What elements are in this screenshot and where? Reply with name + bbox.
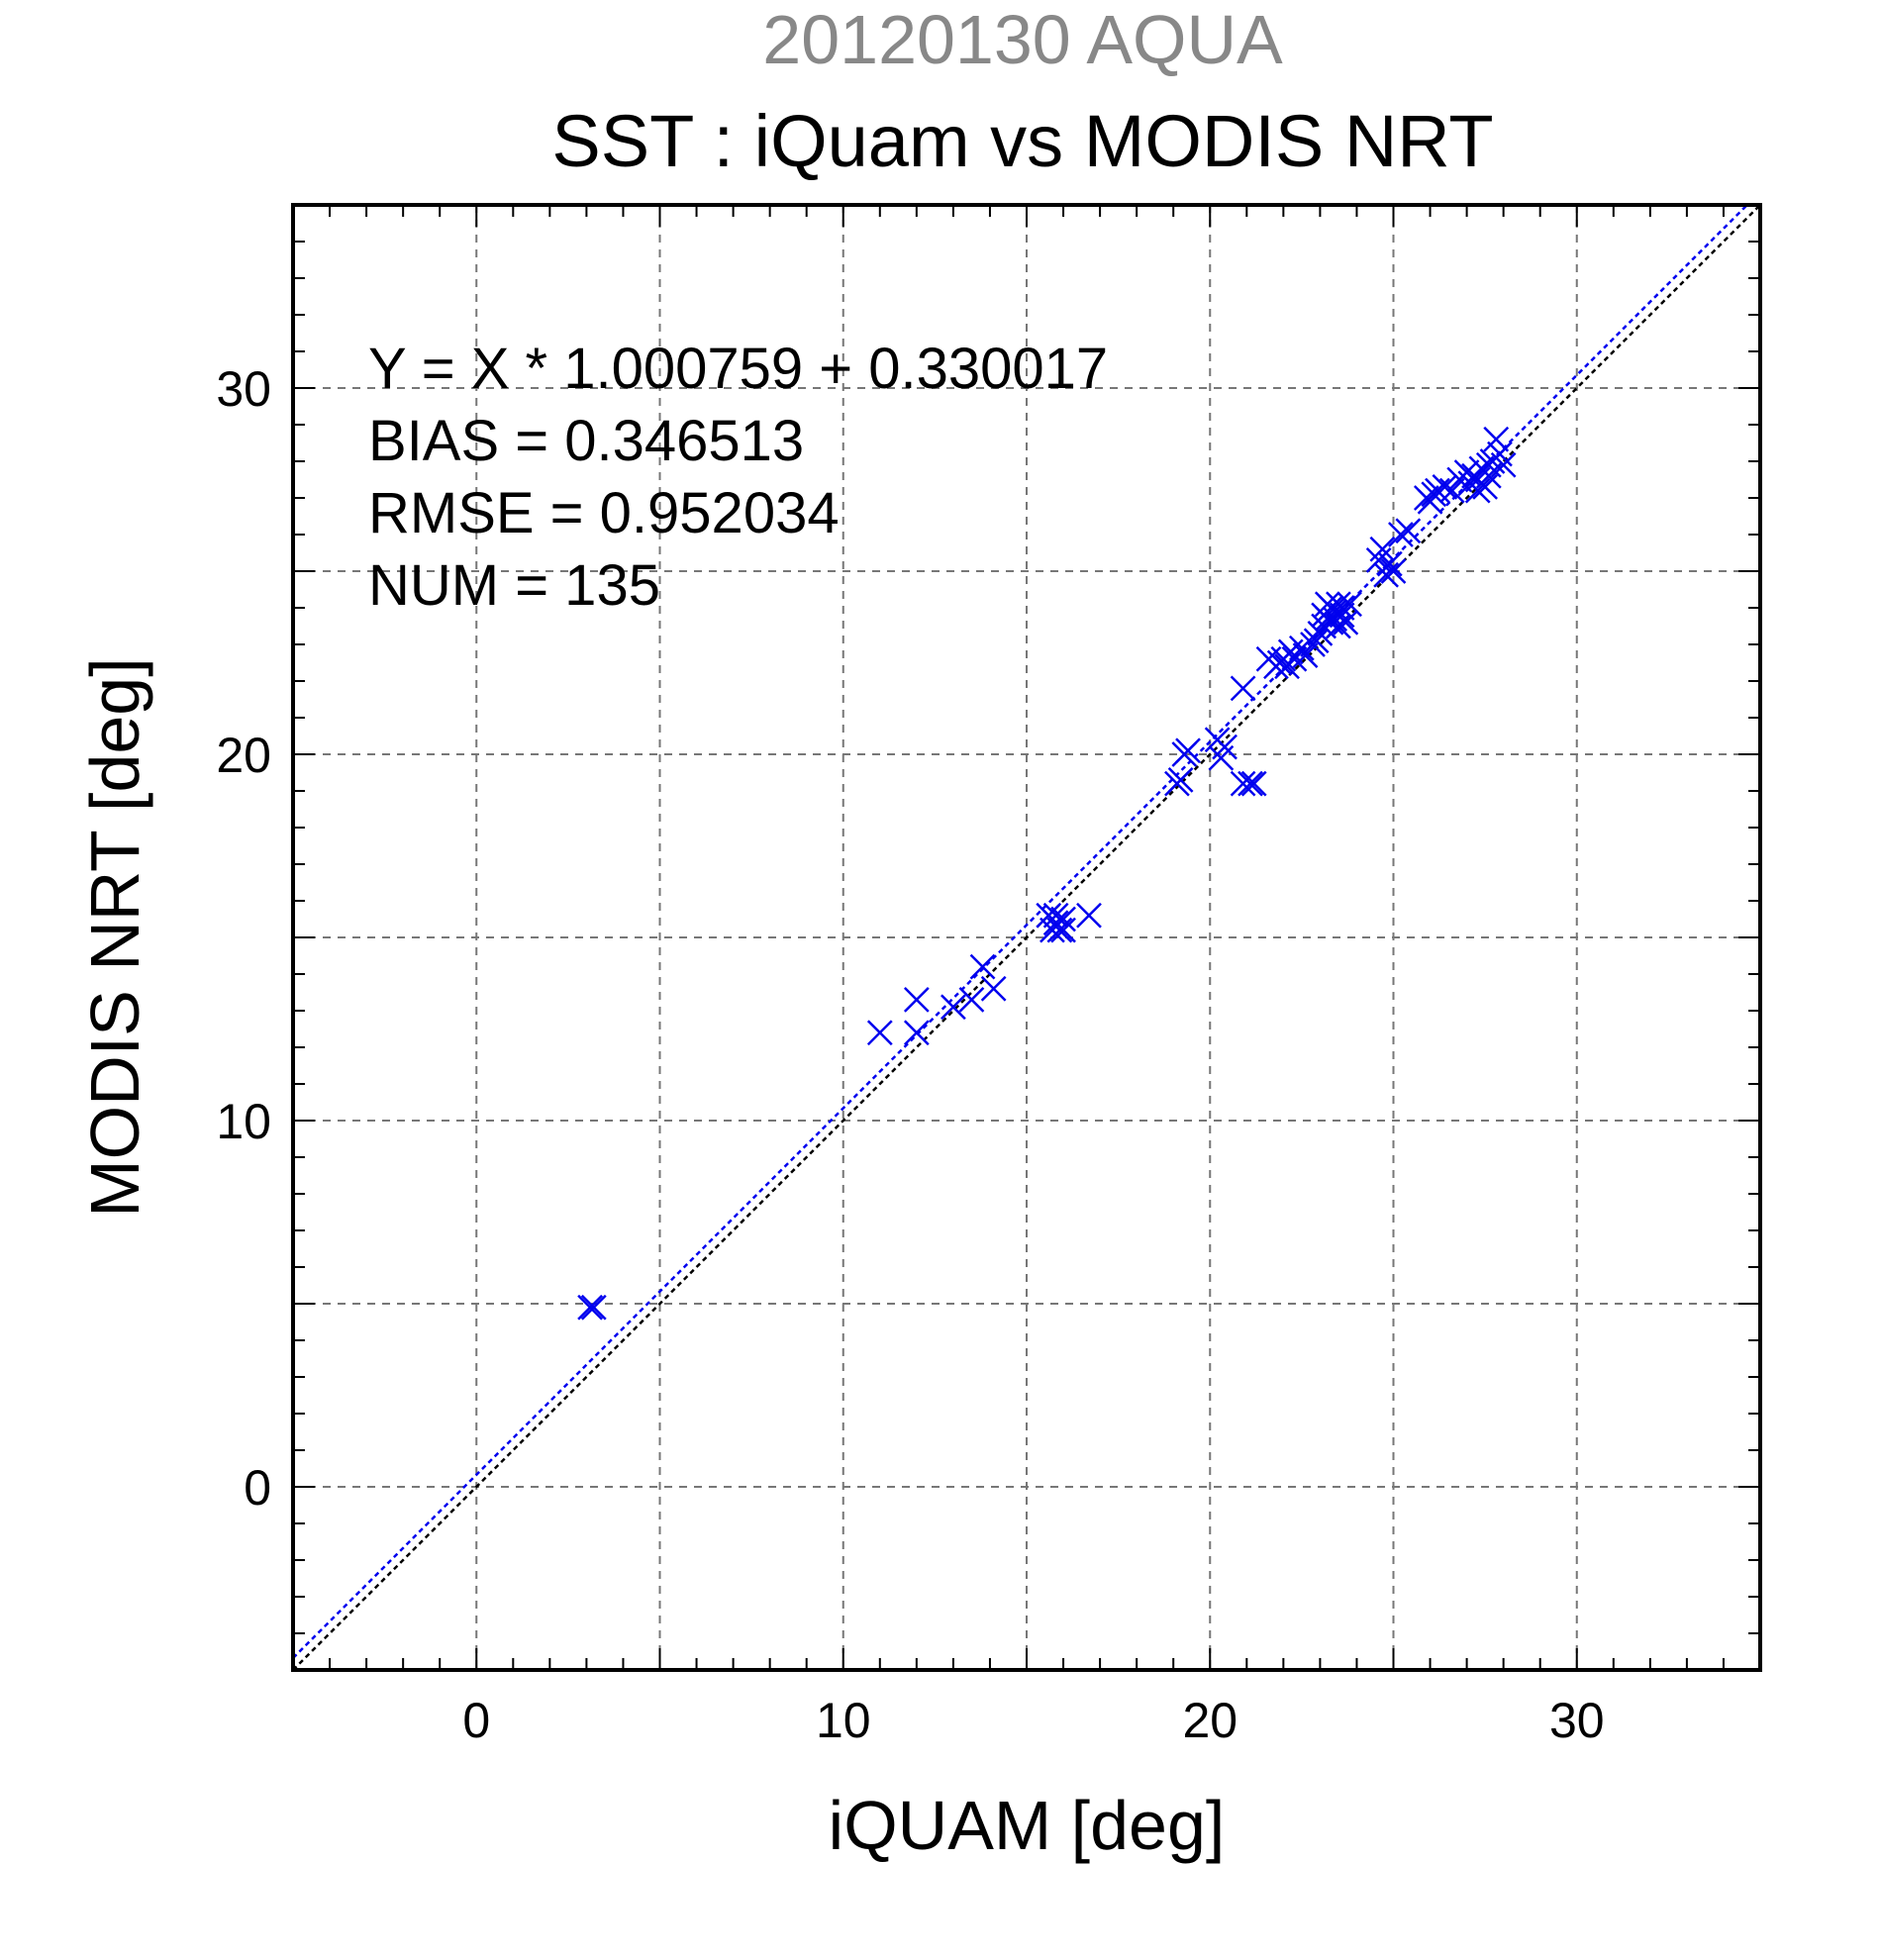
chart-title: SST : iQuam vs MODIS NRT — [551, 100, 1493, 182]
data-point — [903, 987, 930, 1013]
data-point — [980, 975, 1007, 1002]
data-point — [1464, 477, 1491, 504]
data-point — [958, 987, 985, 1013]
data-point — [1292, 642, 1319, 668]
data-point — [1326, 613, 1351, 639]
data-point — [1240, 770, 1267, 797]
data-point — [1076, 902, 1102, 929]
y-tick-label: 0 — [244, 1460, 271, 1516]
stats-line: RMSE = 0.952034 — [368, 481, 840, 545]
data-point — [577, 1294, 603, 1321]
data-point — [1303, 628, 1330, 654]
chart-date-label: 20120130 AQUA — [762, 1, 1283, 78]
grid-lines — [293, 205, 1760, 1670]
stats-line: BIAS = 0.346513 — [368, 409, 804, 473]
x-axis-label: iQUAM [deg] — [829, 1787, 1226, 1864]
data-point — [1464, 466, 1491, 493]
stats-line: NUM = 135 — [368, 553, 660, 618]
stats-annotation: Y = X * 1.000759 + 0.330017 BIAS = 0.3465… — [368, 337, 1108, 618]
data-point — [1438, 477, 1465, 504]
x-tick-label: 20 — [1182, 1693, 1238, 1748]
data-point — [1042, 902, 1069, 929]
data-point — [866, 1020, 893, 1046]
data-point — [969, 953, 996, 980]
data-point — [580, 1294, 607, 1321]
x-tick-label: 10 — [816, 1693, 871, 1748]
data-point — [1050, 917, 1076, 943]
data-point — [1230, 675, 1256, 702]
stats-line: Y = X * 1.000759 + 0.330017 — [368, 337, 1108, 401]
x-tick-label: 0 — [462, 1693, 490, 1748]
data-point — [1432, 474, 1458, 500]
data-point — [903, 1020, 930, 1046]
data-point — [940, 994, 966, 1021]
data-point — [1212, 734, 1238, 760]
data-point — [1238, 770, 1263, 797]
data-point — [1376, 550, 1403, 577]
y-tick-label: 20 — [216, 728, 271, 783]
data-point — [1388, 522, 1414, 547]
data-points — [577, 426, 1517, 1321]
data-point — [1167, 767, 1194, 793]
data-point — [1395, 518, 1422, 544]
x-tick-label: 30 — [1549, 1693, 1605, 1748]
plot-frame — [291, 203, 1762, 1672]
identity-line — [292, 204, 1761, 1671]
data-point — [1380, 558, 1407, 584]
data-point — [1483, 426, 1510, 452]
y-tick-label: 30 — [216, 361, 271, 417]
data-point — [1050, 906, 1076, 932]
data-point — [1475, 451, 1502, 478]
data-point — [1314, 606, 1340, 632]
data-point — [1336, 591, 1362, 618]
tick-labels: 0 10 20 30 0 10 20 30 — [216, 361, 1604, 1748]
y-axis-label: MODIS NRT [deg] — [76, 657, 153, 1217]
data-point — [1175, 737, 1201, 764]
data-point — [1230, 770, 1256, 797]
y-tick-label: 10 — [216, 1094, 271, 1149]
data-point — [1369, 536, 1396, 562]
